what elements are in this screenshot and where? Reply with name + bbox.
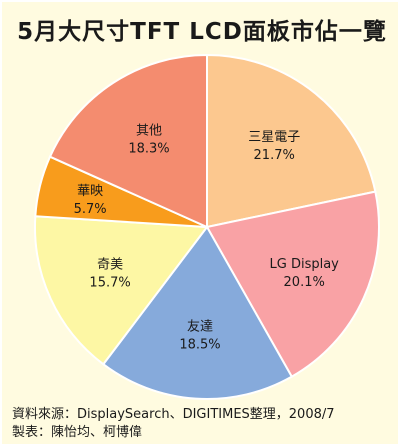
credit-note: 製表：陳怡均、柯博偉: [12, 425, 143, 440]
pie-slice-0: [206, 53, 377, 229]
slice-label-4: 華映: [77, 184, 103, 199]
pie-slice-3: [34, 215, 209, 366]
slice-value-5: 18.3%: [128, 142, 169, 157]
chart-footer: 資料來源：DisplaySearch、DIGITIMES整理，2008/7 製表…: [12, 406, 335, 442]
slice-label-5: 其他: [136, 124, 162, 139]
slice-value-3: 15.7%: [89, 275, 130, 290]
slice-label-0: 三星電子: [248, 130, 300, 145]
chart-title: 5月大尺寸TFT LCD面板市佔一覽: [17, 19, 387, 45]
slice-label-2: 友達: [187, 318, 213, 334]
slice-value-1: 20.1%: [284, 275, 325, 290]
pie-slice-1: [205, 190, 380, 379]
pie-slice-5: [48, 53, 208, 229]
slice-value-4: 5.7%: [74, 202, 107, 217]
slice-value-2: 18.5%: [179, 337, 220, 352]
pie-slice-2: [101, 225, 294, 400]
slice-value-0: 21.7%: [254, 148, 295, 163]
slice-label-3: 奇美: [97, 256, 123, 272]
pie-chart: 三星電子 21.7% LG Display 20.1% 友達 18.5% 奇美 15.7% 華映…: [34, 53, 380, 400]
slice-label-1: LG Display: [270, 257, 340, 272]
source-note: 資料來源：DisplaySearch、DIGITIMES整理，2008/7: [12, 407, 335, 422]
